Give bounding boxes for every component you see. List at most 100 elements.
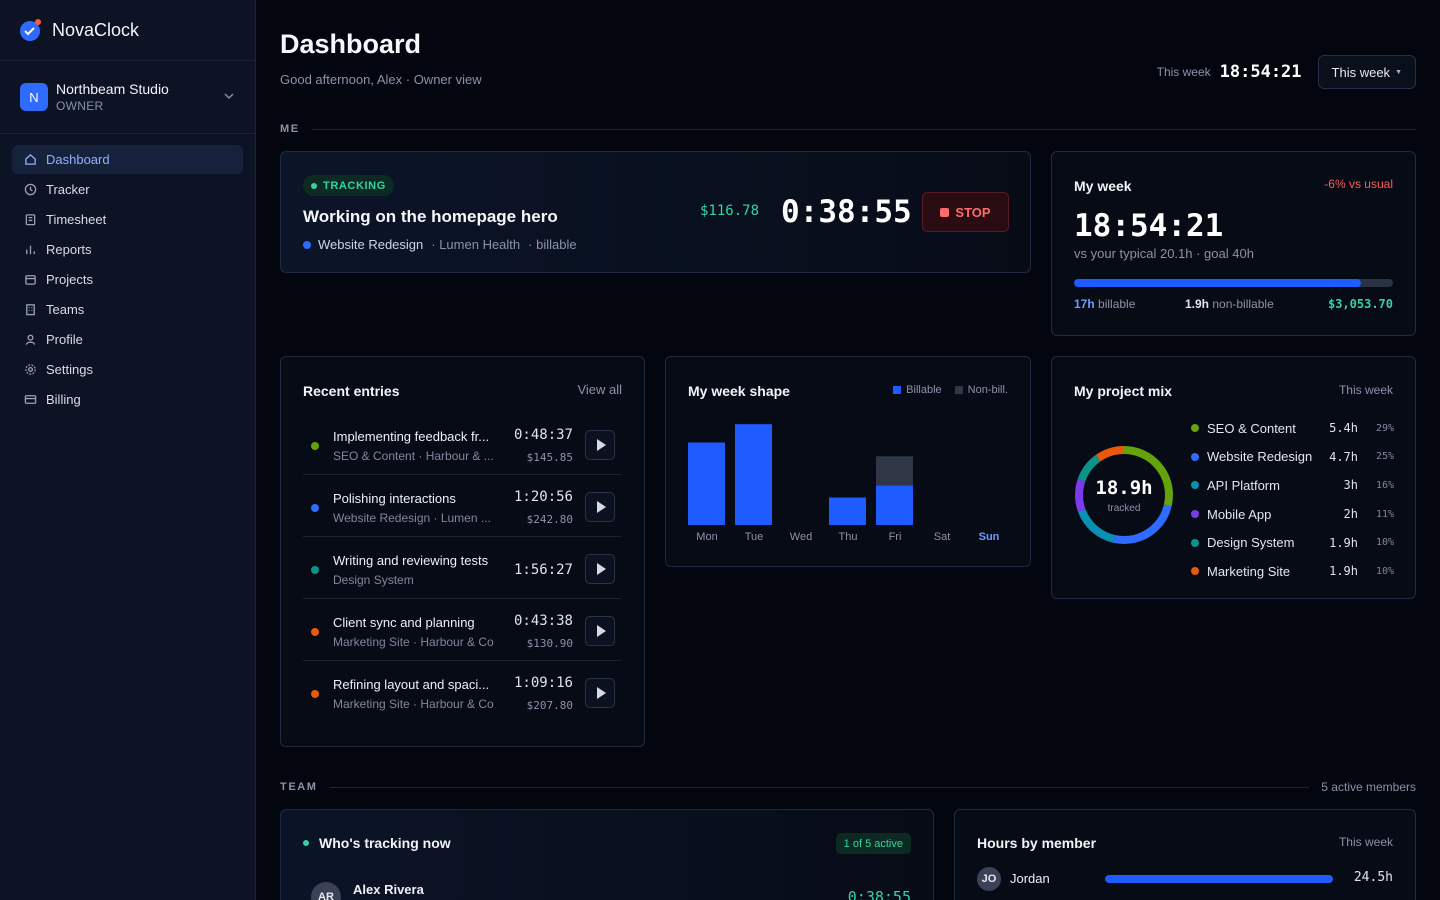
my-week-total: 18:54:21: [1074, 208, 1224, 244]
sidebar-item-label: Profile: [46, 332, 83, 347]
list-item[interactable]: Refining layout and spaci... Marketing Si…: [303, 661, 621, 723]
donut-slice: [1075, 446, 1173, 544]
entry-title: Client sync and planning: [333, 615, 475, 630]
entry-duration: 0:43:38: [513, 613, 573, 629]
project-mix-row[interactable]: SEO & Content 5.4h 29%: [1191, 414, 1394, 443]
bar-chart-icon: [26, 245, 35, 255]
list-item[interactable]: Polishing interactions Website Redesign ·…: [303, 475, 621, 537]
range-select[interactable]: This week ▼: [1317, 55, 1416, 89]
tracking-badge: TRACKING: [303, 175, 394, 196]
sidebar-item-settings[interactable]: Settings: [12, 355, 243, 384]
bar-tue-billable: [735, 424, 772, 525]
timer-task-title[interactable]: Working on the homepage hero: [303, 207, 558, 226]
list-item[interactable]: Writing and reviewing tests Design System…: [303, 537, 621, 599]
sidebar-nav: Dashboard Tracker Timesheet Reports Proj…: [0, 134, 255, 426]
nonbillable-label: non-billable: [1212, 297, 1274, 311]
list-item[interactable]: Client sync and planning Marketing Site ·…: [303, 599, 621, 661]
project-percent: 10%: [1375, 565, 1394, 577]
project-color-dot: [311, 566, 319, 574]
sidebar-item-billing[interactable]: Billing: [12, 385, 243, 414]
sidebar-item-dashboard[interactable]: Dashboard: [12, 145, 243, 174]
bar-mon-billable: [688, 442, 725, 525]
entry-subtitle: SEO & Content · Harbour & ...: [333, 449, 494, 463]
project-color-dot: [1191, 481, 1199, 490]
clipboard-icon: [25, 214, 36, 226]
resume-play-button[interactable]: [585, 678, 615, 708]
range-select-value: This week: [1331, 64, 1391, 80]
timer-project[interactable]: Website Redesign: [318, 237, 424, 252]
tracking-badge-label: TRACKING: [323, 179, 386, 192]
project-percent: 25%: [1375, 451, 1394, 463]
sidebar-item-projects[interactable]: Projects: [12, 265, 243, 294]
entry-title: Implementing feedback fr...: [333, 429, 490, 444]
tracking-member-row[interactable]: AR Alex Rivera 0:38:55: [311, 882, 911, 900]
sidebar-item-profile[interactable]: Profile: [12, 325, 243, 354]
day-label: Wed: [789, 531, 813, 543]
entry-title: Refining layout and spaci...: [333, 677, 490, 692]
day-label: Tue: [744, 531, 764, 543]
folder-icon: [25, 275, 36, 285]
recent-entries-title: Recent entries: [303, 383, 400, 399]
stop-button-label: STOP: [955, 204, 991, 220]
entry-subtitle: Design System: [333, 573, 414, 587]
project-mix-row[interactable]: Design System 1.9h 10%: [1191, 528, 1394, 557]
sidebar-item-label: Billing: [46, 392, 81, 407]
project-mix-row[interactable]: Website Redesign 4.7h 25%: [1191, 443, 1394, 472]
recent-entries-card: Recent entries View all Implementing fee…: [280, 356, 645, 747]
workspace-switcher[interactable]: N Northbeam Studio OWNER: [0, 61, 255, 134]
entry-amount: $145.85: [526, 451, 573, 464]
entry-title: Polishing interactions: [333, 491, 456, 506]
my-week-card: My week -6% vs usual 18:54:21 vs your ty…: [1051, 151, 1416, 336]
hours-by-member-title: Hours by member: [977, 835, 1097, 851]
project-percent: 29%: [1375, 422, 1394, 434]
entry-subtitle: Website Redesign · Lumen ...: [333, 511, 491, 525]
my-week-progress: [1074, 279, 1393, 287]
resume-play-button[interactable]: [585, 492, 615, 522]
project-color-dot: [311, 690, 319, 698]
week-summary: This week 18:54:21 This week ▼: [1157, 55, 1416, 89]
stop-button[interactable]: STOP: [922, 192, 1009, 232]
resume-play-button[interactable]: [585, 554, 615, 584]
day-label: Thu: [838, 531, 858, 543]
project-percent: 16%: [1375, 479, 1394, 491]
avatar: AR: [311, 882, 341, 900]
clock-logo-icon: [18, 18, 42, 42]
home-icon: [25, 153, 36, 165]
member-hours-bar: [1105, 875, 1333, 883]
project-mix-row[interactable]: Mobile App 2h 11%: [1191, 500, 1394, 529]
workspace-role: OWNER: [56, 99, 104, 113]
workspace-avatar: N: [20, 83, 48, 111]
resume-play-button[interactable]: [585, 430, 615, 460]
entry-duration: 1:09:16: [513, 675, 573, 691]
project-mix-row[interactable]: API Platform 3h 16%: [1191, 471, 1394, 500]
project-color-dot: [311, 442, 319, 450]
project-mix-range: This week: [1338, 383, 1393, 397]
project-name: API Platform: [1207, 477, 1280, 493]
who-tracking-card: Who's tracking now 1 of 5 active AR Alex…: [280, 809, 934, 900]
view-all-link[interactable]: View all: [577, 382, 622, 397]
project-hours: 1.9h: [1329, 535, 1358, 550]
project-mix-row[interactable]: Marketing Site 1.9h 10%: [1191, 557, 1394, 586]
project-color-dot: [1191, 567, 1199, 576]
who-tracking-header: Who's tracking now: [303, 835, 451, 851]
sidebar-item-tracker[interactable]: Tracker: [12, 175, 243, 204]
sidebar-item-teams[interactable]: Teams: [12, 295, 243, 324]
brand[interactable]: NovaClock: [0, 0, 255, 61]
credit-card-icon: [24, 395, 37, 404]
member-hours-row[interactable]: JO Jordan 24.5h: [977, 867, 1393, 891]
project-percent: 10%: [1375, 537, 1394, 549]
project-mix-donut: [1075, 446, 1173, 544]
list-item[interactable]: Implementing feedback fr... SEO & Content…: [303, 413, 621, 475]
hours-by-member-range: This week: [1338, 835, 1393, 849]
chart-legend: Billable Non-bill.: [893, 384, 1008, 396]
chevron-down-icon: [223, 90, 235, 105]
sidebar-item-label: Teams: [46, 302, 85, 317]
active-members-count: 5 active members: [1321, 780, 1416, 794]
sidebar-item-timesheet[interactable]: Timesheet: [12, 205, 243, 234]
sidebar-item-reports[interactable]: Reports: [12, 235, 243, 264]
resume-play-button[interactable]: [585, 616, 615, 646]
building-icon: [26, 304, 35, 316]
sidebar-item-label: Reports: [46, 242, 92, 257]
gear-icon: [25, 364, 36, 375]
project-hours: 1.9h: [1329, 564, 1358, 579]
